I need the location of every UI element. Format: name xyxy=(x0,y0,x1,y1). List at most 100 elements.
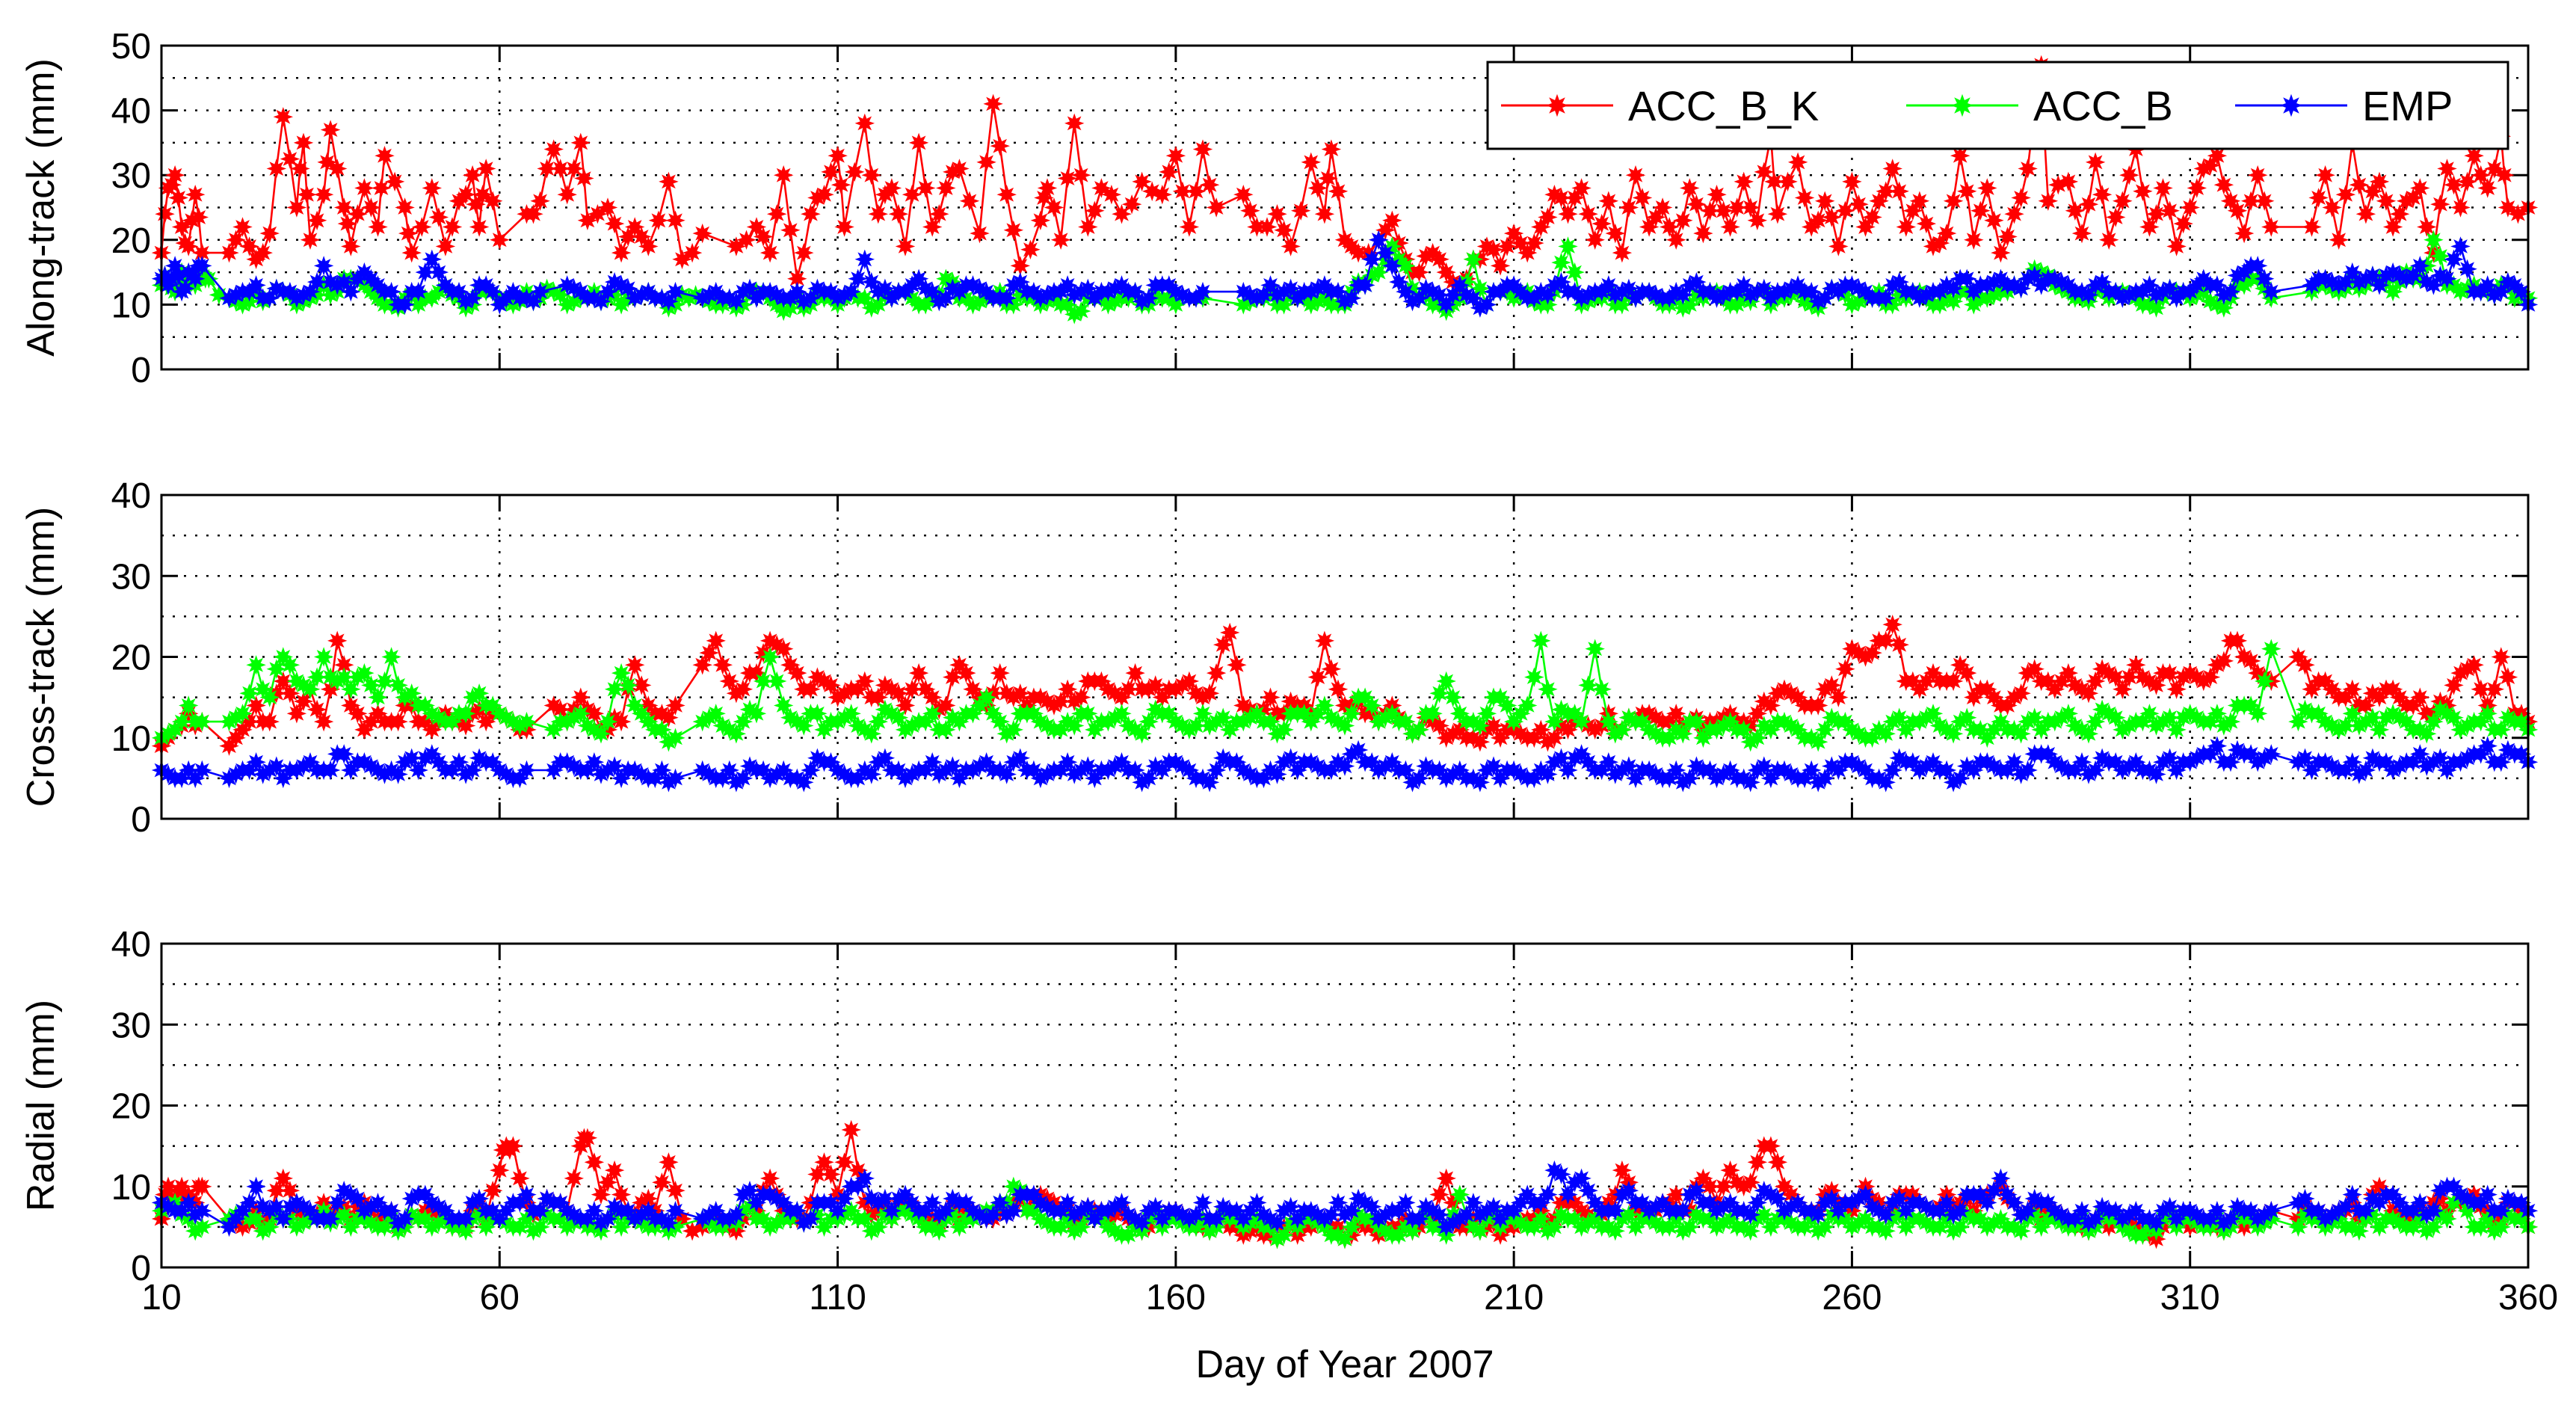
data-point xyxy=(1612,295,1633,315)
data-point xyxy=(1605,223,1626,244)
data-point xyxy=(482,1180,503,1201)
data-point xyxy=(1476,704,1497,724)
data-point xyxy=(2389,203,2410,224)
y-tick-label: 10 xyxy=(111,719,151,759)
data-point xyxy=(368,687,388,707)
data-point xyxy=(1882,614,1902,635)
data-point xyxy=(1585,230,1605,250)
data-point xyxy=(746,217,767,237)
data-point xyxy=(1625,165,1646,185)
data-point xyxy=(1956,707,1977,728)
data-point xyxy=(638,236,659,256)
y-tick-label: 0 xyxy=(131,800,151,840)
data-point xyxy=(739,278,760,299)
data-point xyxy=(1382,210,1402,231)
data-point xyxy=(1355,275,1375,295)
data-point xyxy=(375,671,395,692)
data-point xyxy=(530,191,550,212)
y-tick-label: 40 xyxy=(111,476,151,516)
data-point xyxy=(2166,679,2187,700)
data-point xyxy=(239,236,259,256)
data-point xyxy=(1734,171,1754,192)
data-point xyxy=(1368,262,1389,283)
data-point xyxy=(1645,207,1666,227)
data-point xyxy=(1219,622,1240,643)
data-point xyxy=(929,203,949,224)
data-point xyxy=(2477,736,2498,756)
data-point xyxy=(1233,184,1254,205)
data-point xyxy=(1503,223,1524,244)
data-point xyxy=(624,655,645,675)
data-point xyxy=(384,171,405,192)
data-point xyxy=(1808,731,1828,752)
data-point xyxy=(854,249,875,269)
data-point xyxy=(881,178,902,198)
data-point xyxy=(1290,200,1311,221)
data-point xyxy=(2335,184,2356,205)
data-point xyxy=(1551,188,1571,208)
data-point xyxy=(523,291,543,312)
data-point xyxy=(422,249,443,270)
data-point xyxy=(1659,217,1680,237)
data-point xyxy=(2160,662,2180,683)
data-point xyxy=(1212,635,1233,655)
data-point xyxy=(286,197,307,218)
data-point xyxy=(1396,1193,1416,1213)
data-point xyxy=(1281,236,1301,256)
data-point xyxy=(1257,217,1278,237)
data-point xyxy=(875,278,896,299)
data-point xyxy=(1483,239,1504,260)
data-point xyxy=(2471,679,2491,700)
data-point xyxy=(517,711,537,732)
data-point xyxy=(2126,655,2146,675)
data-point xyxy=(1070,687,1091,707)
data-point xyxy=(1423,704,1443,724)
data-point xyxy=(1957,662,1977,683)
data-point xyxy=(814,184,834,205)
data-point xyxy=(290,159,310,179)
data-point xyxy=(1517,242,1538,263)
data-point xyxy=(2098,230,2119,250)
data-point xyxy=(1876,181,1896,202)
data-point xyxy=(2119,165,2139,185)
data-point xyxy=(1101,184,1122,205)
data-point xyxy=(706,704,726,724)
data-point xyxy=(854,288,875,308)
data-point xyxy=(1538,1184,1558,1205)
data-point xyxy=(462,760,483,781)
data-point xyxy=(2247,165,2268,185)
grid-along xyxy=(161,46,2528,369)
data-point xyxy=(1591,213,1612,234)
data-point xyxy=(868,687,889,707)
data-point xyxy=(652,760,672,781)
data-point xyxy=(787,281,807,302)
data-point xyxy=(831,174,851,195)
data-point xyxy=(543,139,564,159)
data-point xyxy=(726,291,747,312)
data-point xyxy=(1747,728,1767,748)
data-point xyxy=(2227,630,2248,651)
data-point xyxy=(1497,695,1517,716)
data-point xyxy=(320,1208,341,1229)
data-point xyxy=(2092,184,2113,205)
data-point xyxy=(2295,655,2315,675)
data-point xyxy=(2011,683,2031,704)
data-point xyxy=(442,217,463,237)
data-point xyxy=(472,184,493,205)
data-point xyxy=(408,760,428,781)
data-point xyxy=(1341,704,1362,724)
series-cross-EMP xyxy=(151,736,2539,793)
data-point xyxy=(2491,719,2512,740)
data-point xyxy=(1078,278,1098,299)
data-point xyxy=(2322,197,2342,218)
data-point xyxy=(1612,242,1633,263)
data-point xyxy=(1727,197,1747,218)
data-point xyxy=(611,242,632,263)
data-point xyxy=(1199,683,1220,704)
data-point xyxy=(1030,210,1051,231)
y-tick-label: 30 xyxy=(111,557,151,597)
data-point xyxy=(2424,230,2444,250)
data-point xyxy=(2166,236,2187,256)
data-point xyxy=(2207,704,2228,724)
y-axis-label-along: Along-track (mm) xyxy=(19,58,63,357)
